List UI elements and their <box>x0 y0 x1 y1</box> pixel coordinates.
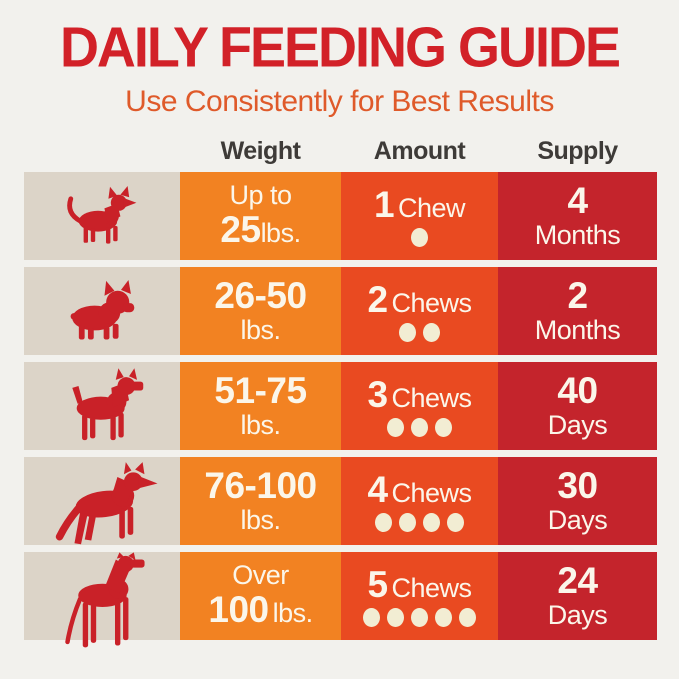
weight-cell: 26-50 lbs. <box>180 266 341 355</box>
chew-dot <box>459 607 476 627</box>
chew-dot <box>435 417 452 437</box>
amount-cell: 5 Chews <box>341 551 498 640</box>
weight-value: 100 <box>208 589 269 631</box>
amount-cell: 1 Chew <box>341 171 498 260</box>
page-title: DAILY FEEDING GUIDE <box>59 16 621 80</box>
supply-number: 40 <box>557 370 598 412</box>
header-weight: Weight <box>220 136 301 165</box>
amount-number: 3 <box>367 373 388 415</box>
weight-label: Up to <box>229 180 292 211</box>
amount-cell: 3 Chews <box>341 361 498 450</box>
chew-dot <box>411 417 428 437</box>
dog-cell <box>24 551 180 648</box>
chew-dots <box>372 512 468 532</box>
supply-unit: Months <box>534 220 621 251</box>
weight-label: Over <box>232 560 289 591</box>
supply-number: 30 <box>557 465 598 507</box>
supply-number: 24 <box>557 560 598 602</box>
supply-cell: 40 Days <box>498 361 657 450</box>
great-dane-icon <box>65 552 145 648</box>
weight-unit: lbs. <box>240 315 281 346</box>
supply-number: 2 <box>567 275 588 317</box>
supply-unit: Days <box>547 505 608 536</box>
amount-unit: Chews <box>391 572 473 603</box>
header-supply: Supply <box>537 136 618 165</box>
amount-unit: Chews <box>391 287 473 318</box>
supply-cell: 24 Days <box>498 551 657 640</box>
supply-unit: Days <box>547 410 608 441</box>
dog-cell <box>24 266 180 355</box>
dog-cell <box>24 361 180 450</box>
supply-unit: Days <box>547 600 608 631</box>
weight-value: 25 <box>220 209 261 251</box>
supply-unit: Months <box>534 315 621 346</box>
dog-cell <box>24 456 180 545</box>
french-bulldog-icon <box>70 279 135 340</box>
supply-cell: 4 Months <box>498 171 657 260</box>
chew-dots <box>396 322 444 342</box>
weight-unit: lbs. <box>272 598 314 629</box>
chew-dot <box>399 512 416 532</box>
table-row: Up to 25 lbs. 1 Chew 4 Months <box>24 171 657 260</box>
chew-dot <box>387 607 404 627</box>
table-row: Over 100 lbs. 5 Chews 24 Days <box>24 551 657 648</box>
table-row: 26-50 lbs. 2 Chews 2 Months <box>24 266 657 355</box>
weight-unit: lbs. <box>260 218 302 249</box>
amount-number: 5 <box>367 563 388 605</box>
chew-dot <box>411 607 428 627</box>
chew-dot <box>411 227 428 247</box>
weight-cell: Over 100 lbs. <box>180 551 341 640</box>
chew-dot <box>387 417 404 437</box>
weight-value: 51-75 <box>214 370 307 412</box>
page-subtitle: Use Consistently for Best Results <box>125 84 554 118</box>
feeding-table: Up to 25 lbs. 1 Chew 4 Months <box>24 171 657 648</box>
table-row: 76-100 lbs. 4 Chews 30 Days <box>24 456 657 545</box>
amount-cell: 4 Chews <box>341 456 498 545</box>
amount-unit: Chew <box>398 192 466 223</box>
weight-cell: 51-75 lbs. <box>180 361 341 450</box>
weight-value: 76-100 <box>204 465 317 507</box>
supply-cell: 30 Days <box>498 456 657 545</box>
weight-unit: lbs. <box>240 505 281 536</box>
amount-number: 4 <box>367 468 388 510</box>
table-header: Weight Amount Supply <box>24 137 657 166</box>
weight-cell: 76-100 lbs. <box>180 456 341 545</box>
amount-unit: Chews <box>391 382 473 413</box>
weight-unit: lbs. <box>240 410 281 441</box>
chihuahua-icon <box>67 185 137 244</box>
amount-unit: Chews <box>391 477 473 508</box>
chew-dots <box>384 417 456 437</box>
chew-dots <box>360 607 480 627</box>
chew-dot <box>423 512 440 532</box>
chew-dot <box>375 512 392 532</box>
weight-value: 26-50 <box>214 275 307 317</box>
header-amount: Amount <box>373 136 466 165</box>
supply-number: 4 <box>567 180 588 222</box>
german-shepherd-icon <box>55 461 158 544</box>
dog-cell <box>24 171 180 260</box>
chew-dots <box>408 227 432 247</box>
amount-number: 2 <box>367 278 388 320</box>
chew-dot <box>363 607 380 627</box>
amount-cell: 2 Chews <box>341 266 498 355</box>
supply-cell: 2 Months <box>498 266 657 355</box>
chew-dot <box>399 322 416 342</box>
amount-number: 1 <box>373 183 395 225</box>
table-row: 51-75 lbs. 3 Chews 40 Days <box>24 361 657 450</box>
chew-dot <box>423 322 440 342</box>
weight-cell: Up to 25 lbs. <box>180 171 341 260</box>
boxer-icon <box>72 367 144 440</box>
chew-dot <box>447 512 464 532</box>
chew-dot <box>435 607 452 627</box>
